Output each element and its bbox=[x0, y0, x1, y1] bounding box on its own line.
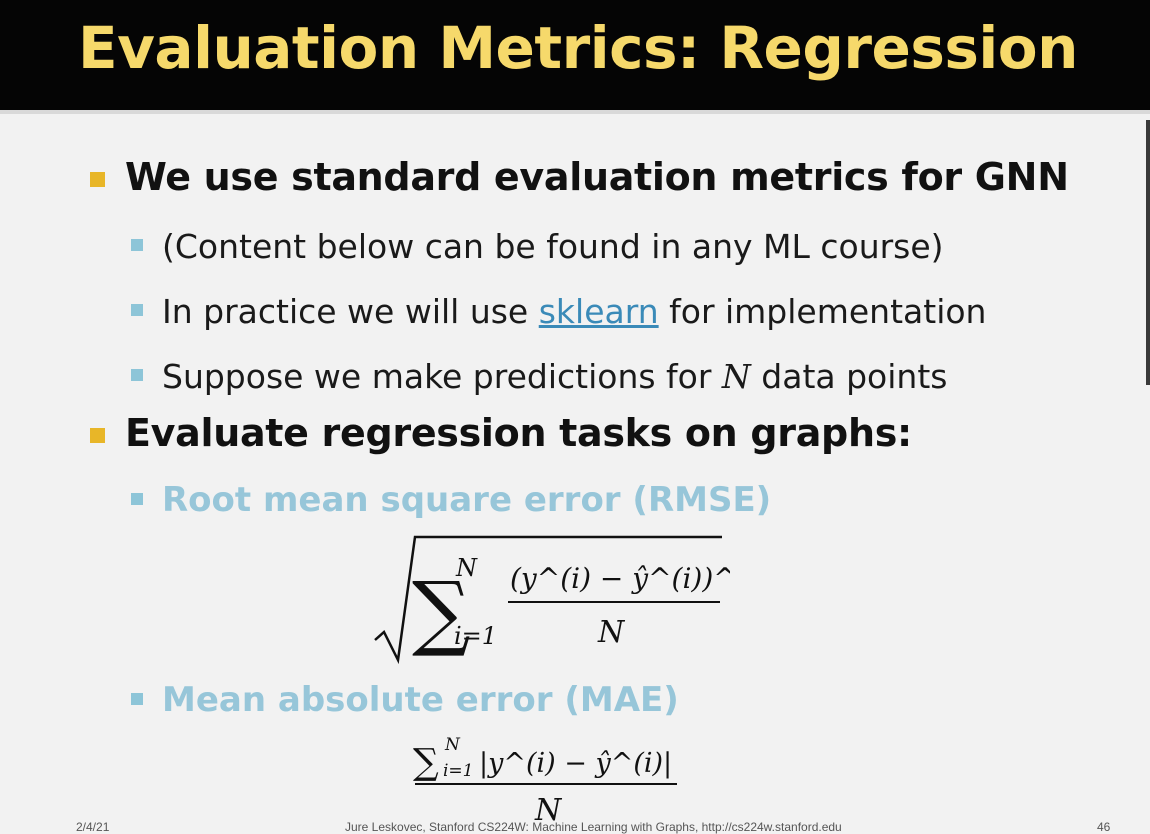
rmse-numerator: (y^(i) − ŷ^(i))^2 bbox=[510, 562, 730, 595]
mae-formula: ∑ N i=1 |y^(i) − ŷ^(i)| N bbox=[413, 735, 677, 828]
sum-upper-limit: N bbox=[444, 735, 461, 755]
sub-bullet-marker-icon bbox=[131, 693, 143, 705]
metric-mae-label: Mean absolute error (MAE) bbox=[162, 680, 679, 720]
sub-bullet-marker-icon bbox=[131, 239, 143, 251]
sub-bullet-sklearn: In practice we will use sklearn for impl… bbox=[162, 292, 986, 331]
footer-page-number: 46 bbox=[1097, 820, 1111, 834]
footer-date: 2/4/21 bbox=[76, 820, 110, 834]
sum-sign-icon: ∑ bbox=[413, 742, 439, 783]
title-divider bbox=[0, 110, 1150, 114]
sum-upper-limit: N bbox=[455, 554, 478, 582]
sum-sign-icon: ∑ bbox=[412, 565, 471, 660]
rmse-formula: ∑ N i=1 (y^(i) − ŷ^(i))^2 N bbox=[374, 535, 730, 665]
sklearn-pre-text: In practice we will use bbox=[162, 292, 539, 331]
sum-lower-limit: i=1 bbox=[443, 761, 474, 781]
sum-lower-limit: i=1 bbox=[454, 622, 497, 650]
sub-bullet-marker-icon bbox=[131, 369, 143, 381]
metric-rmse-label: Root mean square error (RMSE) bbox=[162, 480, 772, 520]
bullet-marker-icon bbox=[90, 428, 105, 443]
title-bar: Evaluation Metrics: Regression bbox=[0, 0, 1150, 110]
footer-credit: Jure Leskovec, Stanford CS224W: Machine … bbox=[345, 820, 842, 834]
bullet-marker-icon bbox=[90, 172, 105, 187]
slide-title: Evaluation Metrics: Regression bbox=[78, 14, 1078, 82]
radical-sign-icon bbox=[374, 535, 722, 665]
mae-denominator: N bbox=[534, 793, 563, 828]
sub-bullet-content-note: (Content below can be found in any ML co… bbox=[162, 227, 944, 266]
bullet-standard-metrics: We use standard evaluation metrics for G… bbox=[125, 155, 1069, 199]
sklearn-post-text: for implementation bbox=[658, 292, 987, 331]
sub-bullet-marker-icon bbox=[131, 493, 143, 505]
scroll-edge bbox=[1146, 120, 1150, 385]
mae-numerator: |y^(i) − ŷ^(i)| bbox=[479, 748, 672, 779]
rmse-denominator: N bbox=[597, 615, 626, 650]
sklearn-link[interactable]: sklearn bbox=[538, 292, 659, 331]
bullet-evaluate-regression: Evaluate regression tasks on graphs: bbox=[125, 411, 912, 455]
data-points-pre-text: Suppose we make predictions for bbox=[162, 357, 722, 396]
sub-bullet-data-points: Suppose we make predictions for N data p… bbox=[162, 357, 947, 396]
math-var-n: N bbox=[721, 357, 751, 396]
sub-bullet-marker-icon bbox=[131, 304, 143, 316]
data-points-post-text: data points bbox=[750, 357, 948, 396]
